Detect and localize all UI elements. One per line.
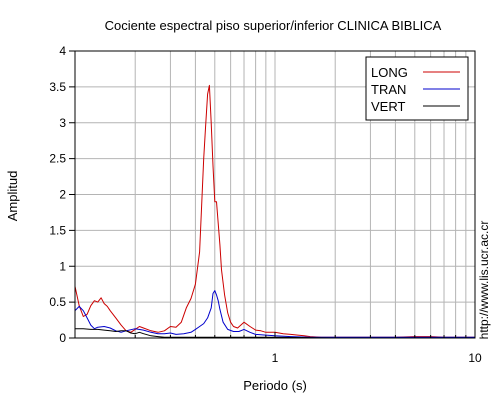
watermark-url: http://www.lis.ucr.ac.cr [477,221,491,340]
y-axis-label: Amplitud [5,171,20,222]
y-tick-label: 3 [59,116,66,130]
series-line-long [74,84,475,338]
legend: LONG TRAN VERT [365,56,469,121]
grid-layer [75,51,475,338]
y-tick-label: 0 [59,331,66,345]
y-tick-label: 4 [59,44,66,58]
chart-title: Cociente espectral piso superior/inferio… [105,18,442,33]
y-tick-label: 2 [59,188,66,202]
y-tick-label: 1 [59,259,66,273]
y-tick-label: 1.5 [49,223,66,237]
legend-label-tran: TRAN [371,82,406,97]
legend-label-long: LONG [371,65,408,80]
y-tick-label: 0.5 [49,295,66,309]
series-line-tran [74,290,475,338]
tick-layer [69,50,467,339]
tick-label-layer: 0 0.5 1 1.5 2 2.5 3 3.5 4 1 10 [49,44,482,365]
x-tick-label: 10 [468,351,482,365]
legend-label-vert: VERT [371,99,405,114]
y-tick-label: 3.5 [49,80,66,94]
y-tick-label: 2.5 [49,152,66,166]
x-axis-label: Periodo (s) [243,378,307,393]
x-tick-label: 1 [272,351,279,365]
